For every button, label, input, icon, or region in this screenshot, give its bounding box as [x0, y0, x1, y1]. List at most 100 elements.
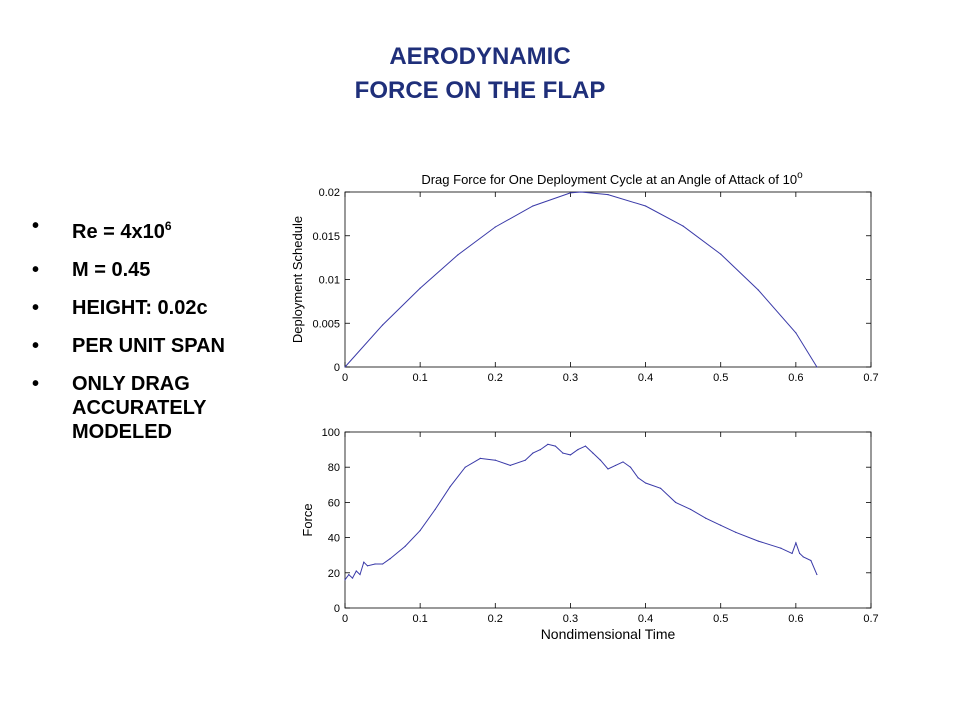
data-point: [419, 529, 421, 532]
data-point: [366, 565, 369, 567]
data-point: [389, 558, 391, 560]
data-point: [816, 573, 818, 576]
y-axis-label: Force: [300, 503, 315, 536]
bullet-superscript: 6: [164, 219, 172, 233]
data-point: [705, 517, 707, 519]
data-point: [381, 563, 384, 565]
x-axis-label: Nondimensional Time: [541, 626, 676, 642]
data-point: [795, 542, 797, 544]
x-tick-label: 0.1: [412, 372, 427, 384]
data-point: [720, 524, 722, 526]
data-point: [404, 545, 406, 548]
data-point: [757, 540, 759, 542]
data-point: [419, 287, 421, 289]
data-point: [554, 445, 557, 447]
y-tick-label: 60: [328, 497, 340, 509]
bullet-item-drag: • ONLY DRAG ACCURATELY MODELED: [32, 372, 225, 444]
series-line-1: [344, 191, 818, 368]
data-point: [614, 464, 617, 467]
data-point: [720, 253, 722, 255]
bullet-dot: •: [32, 373, 40, 395]
bullet-text-line: MODELED: [72, 421, 172, 443]
bullet-dot: •: [32, 215, 40, 237]
y-tick-label: 100: [322, 427, 340, 439]
x-tick-label: 0.3: [563, 613, 578, 625]
y-tick-label: 0.02: [319, 187, 340, 199]
data-point: [660, 487, 662, 489]
y-tick-label: 80: [328, 462, 340, 474]
data-point: [637, 477, 639, 479]
slide-title-line1: AERODYNAMIC: [389, 43, 571, 70]
data-point: [344, 366, 346, 368]
data-point: [580, 191, 582, 193]
data-point: [479, 457, 481, 459]
bullet-item-mach: • M = 0.45: [32, 258, 225, 282]
x-tick-label: 0.6: [788, 613, 803, 625]
data-point: [348, 573, 350, 576]
data-point: [351, 577, 354, 579]
x-tick-label: 0.2: [488, 372, 503, 384]
data-point: [599, 459, 602, 461]
data-point: [810, 559, 812, 562]
bullet-text: M = 0.45: [72, 259, 151, 281]
data-point: [607, 468, 609, 470]
bullet-item-span: • PER UNIT SPAN: [32, 334, 225, 358]
y-tick-label: 0: [334, 362, 340, 374]
data-point: [434, 508, 436, 511]
data-point: [584, 445, 587, 447]
y-tick-label: 40: [328, 533, 340, 545]
data-point: [644, 482, 647, 484]
plot-frame-2: [344, 431, 872, 609]
data-point: [374, 563, 376, 565]
chart-title: Drag Force for One Deployment Cycle at a…: [421, 170, 803, 187]
x-tick-label: 0.4: [638, 372, 653, 384]
data-point: [802, 556, 804, 558]
data-point: [464, 466, 466, 468]
data-point: [363, 561, 365, 563]
data-point: [795, 332, 797, 334]
y-tick-label: 0.01: [319, 275, 340, 287]
data-point: [562, 452, 564, 454]
data-point: [629, 466, 632, 468]
data-point: [547, 443, 549, 445]
data-point: [816, 366, 818, 368]
x-tick-label: 0.1: [412, 613, 427, 625]
x-tick-label: 0.3: [563, 372, 578, 384]
data-point: [509, 464, 511, 467]
data-point: [524, 459, 526, 461]
data-point: [494, 226, 496, 228]
chart-title-superscript: o: [797, 170, 803, 181]
bullet-dot: •: [32, 297, 40, 319]
x-tick-label: 0.6: [788, 372, 803, 384]
bullet-text-line: ACCURATELY: [72, 397, 207, 419]
data-point: [682, 225, 684, 227]
bullet-list: • Re = 4x106 • M = 0.45 • HEIGHT: 0.02c …: [32, 214, 225, 458]
data-point: [622, 461, 624, 463]
data-point: [675, 501, 677, 503]
data-point: [532, 452, 534, 454]
data-point: [780, 547, 782, 549]
data-point: [359, 573, 361, 576]
data-point: [644, 205, 647, 207]
data-point: [344, 579, 346, 581]
y-tick-label: 20: [328, 568, 340, 580]
x-tick-label: 0: [342, 372, 348, 384]
data-point: [791, 552, 793, 555]
y-tick-label: 0.005: [312, 318, 340, 330]
bullet-item-height: • HEIGHT: 0.02c: [32, 296, 225, 320]
data-point: [381, 324, 384, 326]
data-point: [569, 192, 572, 194]
data-point: [449, 485, 451, 488]
y-axis-label: Deployment Schedule: [290, 216, 305, 343]
data-point: [355, 570, 357, 572]
x-tick-label: 0: [342, 613, 348, 625]
data-point: [532, 205, 534, 207]
data-point: [592, 452, 594, 454]
bullet-text: Re = 4x10: [72, 221, 165, 243]
bullet-dot: •: [32, 335, 40, 357]
plot-frame-1: [344, 191, 872, 368]
data-point: [494, 459, 496, 461]
x-tick-label: 0.5: [713, 613, 728, 625]
data-point: [457, 254, 459, 256]
bullet-dot: •: [32, 259, 40, 281]
